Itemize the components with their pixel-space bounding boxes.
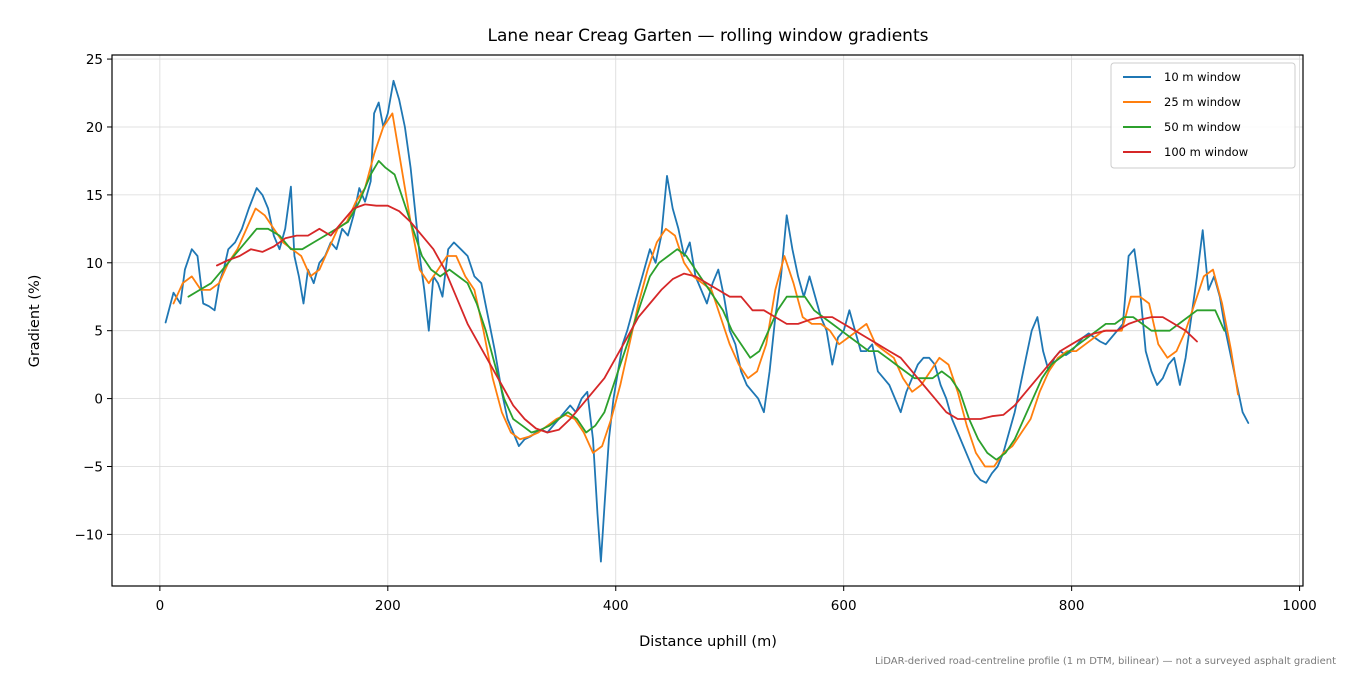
y-tick-label: −10	[75, 527, 104, 543]
x-tick-label: 800	[1059, 598, 1085, 614]
x-tick-label: 1000	[1282, 598, 1316, 614]
y-tick-label: 25	[86, 52, 103, 68]
legend-label: 10 m window	[1164, 70, 1241, 84]
y-tick-label: 15	[86, 188, 103, 204]
y-tick-label: −5	[83, 459, 103, 475]
x-tick-label: 400	[603, 598, 629, 614]
legend-box	[1110, 62, 1296, 169]
x-tick-label: 600	[831, 598, 857, 614]
legend-label: 100 m window	[1164, 145, 1248, 159]
x-tick-label: 0	[156, 598, 165, 614]
legend: 10 m window 25 m window 50 m window 100 m w…	[1110, 62, 1296, 169]
y-tick-label: 0	[94, 392, 103, 408]
series-group	[164, 79, 1250, 563]
axis-ticks: 0 200 400 600 800 1000 −10 −5 0 5 10 15 20 25	[75, 52, 1317, 614]
y-axis-label: Gradient (%)	[27, 275, 43, 368]
footnote: LiDAR-derived road-centreline profile (1…	[875, 656, 1336, 667]
y-tick-label: 5	[94, 324, 103, 340]
chart-title: Lane near Creag Garten — rolling window …	[488, 26, 929, 46]
legend-label: 25 m window	[1164, 95, 1241, 109]
plot-area-frame	[111, 54, 1304, 587]
y-tick-label: 10	[86, 256, 103, 272]
series-line-3	[187, 159, 1226, 461]
legend-label: 50 m window	[1164, 120, 1241, 134]
series-line-4	[215, 203, 1198, 434]
y-tick-label: 20	[86, 120, 103, 136]
x-tick-label: 200	[375, 598, 401, 614]
x-axis-label: Distance uphill (m)	[639, 634, 777, 650]
